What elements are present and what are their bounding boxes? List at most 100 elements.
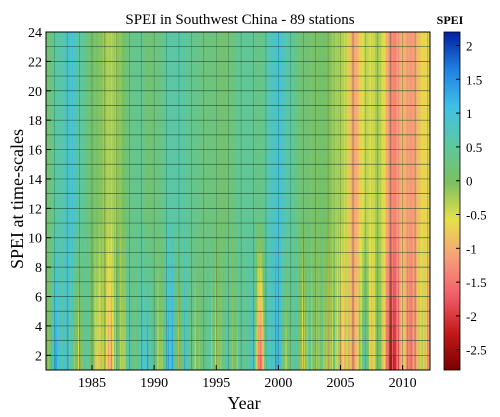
heatmap-cell — [68, 237, 71, 253]
heatmap-cell — [161, 32, 164, 47]
heatmap-cell — [59, 252, 61, 268]
heatmap-cell — [75, 178, 78, 194]
heatmap-cell — [144, 208, 146, 224]
heatmap-cell — [121, 281, 123, 297]
heatmap-cell — [88, 120, 90, 136]
heatmap-cell — [93, 120, 96, 136]
heatmap-cell — [255, 355, 258, 371]
heatmap-cell — [235, 296, 238, 312]
heatmap-cell — [152, 296, 154, 312]
heatmap-cell — [268, 178, 271, 194]
heatmap-cell — [53, 120, 55, 136]
heatmap-cell — [68, 90, 71, 106]
heatmap-cell — [175, 208, 177, 224]
heatmap-cell — [155, 105, 157, 121]
heatmap-cell — [51, 61, 53, 77]
heatmap-cell — [174, 325, 176, 341]
heatmap-cell — [175, 237, 177, 253]
heatmap-cell — [254, 120, 257, 136]
heatmap-cell — [89, 134, 91, 150]
heatmap-cell — [192, 193, 195, 209]
heatmap-cell — [257, 193, 260, 209]
heatmap-cell — [225, 134, 228, 150]
heatmap-cell — [221, 90, 224, 106]
heatmap-cell — [76, 149, 79, 165]
heatmap-cell — [164, 76, 167, 92]
heatmap-cell — [258, 178, 261, 194]
heatmap-cell — [61, 32, 64, 47]
heatmap-cell — [213, 134, 215, 150]
heatmap-cell — [240, 178, 242, 194]
heatmap-cell — [243, 325, 245, 341]
heatmap-cell — [163, 149, 166, 165]
heatmap-cell — [108, 76, 111, 92]
heatmap-cell — [64, 223, 67, 239]
heatmap-cell — [216, 237, 218, 253]
heatmap-cell — [217, 223, 219, 239]
heatmap-cell — [147, 193, 149, 209]
heatmap-cell — [100, 46, 103, 62]
heatmap-cell — [198, 252, 201, 268]
heatmap-cell — [122, 325, 124, 341]
heatmap-cell — [149, 281, 151, 297]
heatmap-cell — [236, 252, 239, 268]
heatmap-cell — [228, 120, 231, 136]
heatmap-cell — [198, 164, 201, 180]
heatmap-cell — [83, 340, 85, 356]
heatmap-cell — [123, 76, 125, 92]
heatmap-cell — [104, 355, 107, 371]
heatmap-cell — [198, 355, 201, 371]
heatmap-cell — [137, 46, 140, 62]
heatmap-cell — [99, 61, 102, 77]
heatmap-cell — [150, 311, 152, 327]
heatmap-cell — [80, 134, 82, 150]
heatmap-cell — [168, 46, 171, 62]
heatmap-cell — [213, 120, 215, 136]
heatmap-cell — [64, 105, 67, 121]
heatmap-cell — [191, 311, 194, 327]
heatmap-cell — [193, 61, 196, 77]
heatmap-cell — [54, 76, 56, 92]
heatmap-cell — [118, 178, 120, 194]
heatmap-cell — [232, 120, 235, 136]
heatmap-cell — [270, 296, 272, 312]
heatmap-cell — [212, 311, 214, 327]
heatmap-cell — [52, 61, 54, 77]
heatmap-cell — [214, 311, 216, 327]
heatmap-cell — [166, 149, 169, 165]
heatmap-cell — [89, 76, 91, 92]
heatmap-cell — [222, 164, 225, 180]
heatmap-cell — [82, 340, 84, 356]
heatmap-cell — [167, 76, 170, 92]
heatmap-cell — [102, 281, 105, 297]
heatmap-cell — [234, 61, 237, 77]
heatmap-cell — [199, 208, 202, 224]
heatmap-cell — [124, 252, 126, 268]
heatmap-cell — [50, 208, 52, 224]
heatmap-cell — [120, 164, 122, 180]
heatmap-cell — [68, 281, 71, 297]
heatmap-cell — [186, 32, 188, 47]
heatmap-cell — [168, 32, 171, 47]
heatmap-cell — [132, 90, 135, 106]
heatmap-cell — [221, 46, 224, 62]
heatmap-cell — [47, 340, 49, 356]
heatmap-cell — [188, 325, 190, 341]
heatmap-cell — [107, 223, 110, 239]
heatmap-cell — [193, 252, 196, 268]
heatmap-cell — [106, 178, 109, 194]
heatmap-cell — [134, 281, 137, 297]
heatmap-cell — [119, 61, 121, 77]
heatmap-cell — [252, 340, 254, 356]
heatmap-cell — [144, 267, 146, 283]
heatmap-cell — [234, 296, 237, 312]
heatmap-cell — [84, 32, 86, 47]
heatmap-cell — [152, 311, 154, 327]
heatmap-cell — [94, 134, 97, 150]
heatmap-cell — [233, 325, 236, 341]
heatmap-cell — [160, 193, 163, 209]
heatmap-cell — [189, 61, 192, 77]
heatmap-cell — [183, 105, 185, 121]
heatmap-cell — [118, 76, 120, 92]
heatmap-cell — [98, 223, 101, 239]
